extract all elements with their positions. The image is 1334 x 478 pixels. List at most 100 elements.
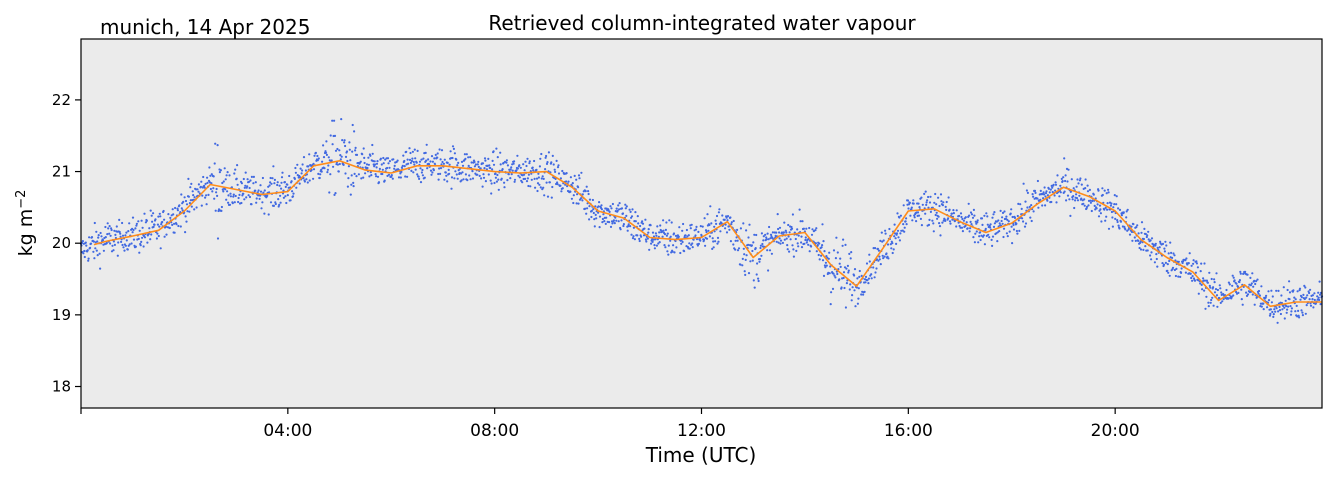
scatter-point bbox=[1239, 270, 1242, 273]
scatter-point bbox=[357, 173, 360, 176]
scatter-point bbox=[609, 205, 612, 208]
scatter-point bbox=[197, 190, 200, 193]
scatter-point bbox=[118, 230, 121, 234]
scatter-point bbox=[1147, 230, 1150, 233]
scatter-point bbox=[1018, 229, 1021, 232]
scatter-point bbox=[1264, 296, 1267, 299]
scatter-point bbox=[1086, 205, 1089, 208]
scatter-point bbox=[489, 166, 492, 170]
scatter-point bbox=[149, 209, 152, 212]
scatter-point bbox=[1258, 294, 1261, 297]
scatter-point bbox=[217, 208, 221, 211]
scatter-point bbox=[1194, 271, 1197, 274]
scatter-point bbox=[751, 259, 754, 262]
scatter-point bbox=[1167, 271, 1170, 274]
scatter-point bbox=[636, 215, 639, 218]
scatter-point bbox=[816, 244, 819, 247]
scatter-point bbox=[621, 212, 625, 215]
scatter-point bbox=[648, 248, 651, 251]
scatter-point bbox=[649, 224, 652, 227]
scatter-point bbox=[408, 158, 412, 161]
scatter-point bbox=[913, 216, 916, 219]
scatter-point bbox=[274, 202, 277, 206]
scatter-point bbox=[288, 174, 291, 178]
scatter-point bbox=[716, 236, 720, 239]
scatter-point bbox=[644, 218, 647, 221]
scatter-point bbox=[618, 202, 621, 205]
scatter-point bbox=[804, 238, 807, 242]
scatter-point bbox=[317, 157, 320, 160]
scatter-point bbox=[214, 209, 217, 212]
scatter-point bbox=[322, 156, 326, 159]
scatter-point bbox=[1104, 219, 1107, 222]
scatter-point bbox=[527, 173, 531, 176]
scatter-point bbox=[365, 163, 369, 166]
scatter-point bbox=[1203, 289, 1206, 292]
scatter-point bbox=[743, 253, 746, 256]
scatter-point bbox=[269, 201, 273, 204]
scatter-point bbox=[761, 245, 765, 248]
scatter-point bbox=[366, 166, 369, 170]
scatter-point bbox=[588, 198, 592, 201]
scatter-point bbox=[1036, 197, 1039, 200]
scatter-point bbox=[742, 222, 745, 225]
scatter-point bbox=[845, 282, 849, 285]
scatter-point bbox=[1105, 192, 1108, 195]
scatter-point bbox=[510, 173, 513, 176]
scatter-point bbox=[494, 172, 497, 175]
scatter-point bbox=[1087, 204, 1090, 207]
scatter-point bbox=[284, 185, 287, 188]
scatter-point bbox=[630, 233, 633, 236]
scatter-point bbox=[1012, 223, 1015, 227]
scatter-point bbox=[236, 164, 239, 167]
scatter-point bbox=[1036, 179, 1039, 183]
scatter-point bbox=[386, 166, 389, 170]
scatter-point bbox=[767, 238, 770, 241]
scatter-point bbox=[400, 170, 403, 173]
scatter-point bbox=[368, 175, 371, 178]
scatter-point bbox=[974, 232, 977, 235]
scatter-point bbox=[270, 182, 273, 185]
scatter-point bbox=[533, 159, 536, 163]
scatter-point bbox=[732, 243, 735, 246]
scatter-point bbox=[928, 218, 931, 221]
scatter-point bbox=[1192, 262, 1195, 265]
scatter-point bbox=[1276, 321, 1279, 324]
scatter-point bbox=[588, 205, 591, 208]
scatter-point bbox=[694, 228, 698, 231]
scatter-point bbox=[402, 154, 405, 157]
scatter-point bbox=[559, 184, 562, 187]
scatter-point bbox=[805, 241, 808, 244]
scatter-point bbox=[128, 243, 131, 246]
scatter-point bbox=[708, 223, 711, 227]
scatter-point bbox=[600, 208, 604, 211]
scatter-point bbox=[476, 173, 479, 176]
scatter-point bbox=[1266, 306, 1269, 309]
scatter-point bbox=[846, 264, 850, 267]
scatter-point bbox=[88, 236, 91, 239]
scatter-point bbox=[1171, 266, 1175, 269]
scatter-point bbox=[212, 175, 215, 178]
scatter-point bbox=[332, 165, 335, 168]
scatter-point bbox=[572, 201, 575, 205]
scatter-point bbox=[537, 172, 540, 175]
scatter-point bbox=[1269, 312, 1272, 315]
scatter-point bbox=[169, 216, 172, 219]
scatter-point bbox=[167, 213, 170, 216]
scatter-point bbox=[433, 157, 436, 160]
scatter-point bbox=[467, 164, 470, 167]
scatter-point bbox=[410, 169, 413, 172]
scatter-point bbox=[250, 203, 253, 206]
scatter-point bbox=[899, 214, 903, 217]
scatter-point bbox=[452, 147, 455, 150]
scatter-point bbox=[178, 204, 181, 207]
scatter-point bbox=[418, 160, 422, 163]
scatter-point bbox=[1205, 279, 1208, 282]
scatter-point bbox=[670, 221, 673, 224]
scatter-point bbox=[1213, 278, 1216, 281]
scatter-point bbox=[828, 272, 831, 275]
scatter-point bbox=[413, 163, 416, 166]
scatter-point bbox=[935, 211, 938, 214]
scatter-point bbox=[1140, 221, 1144, 224]
scatter-point bbox=[1294, 310, 1297, 313]
